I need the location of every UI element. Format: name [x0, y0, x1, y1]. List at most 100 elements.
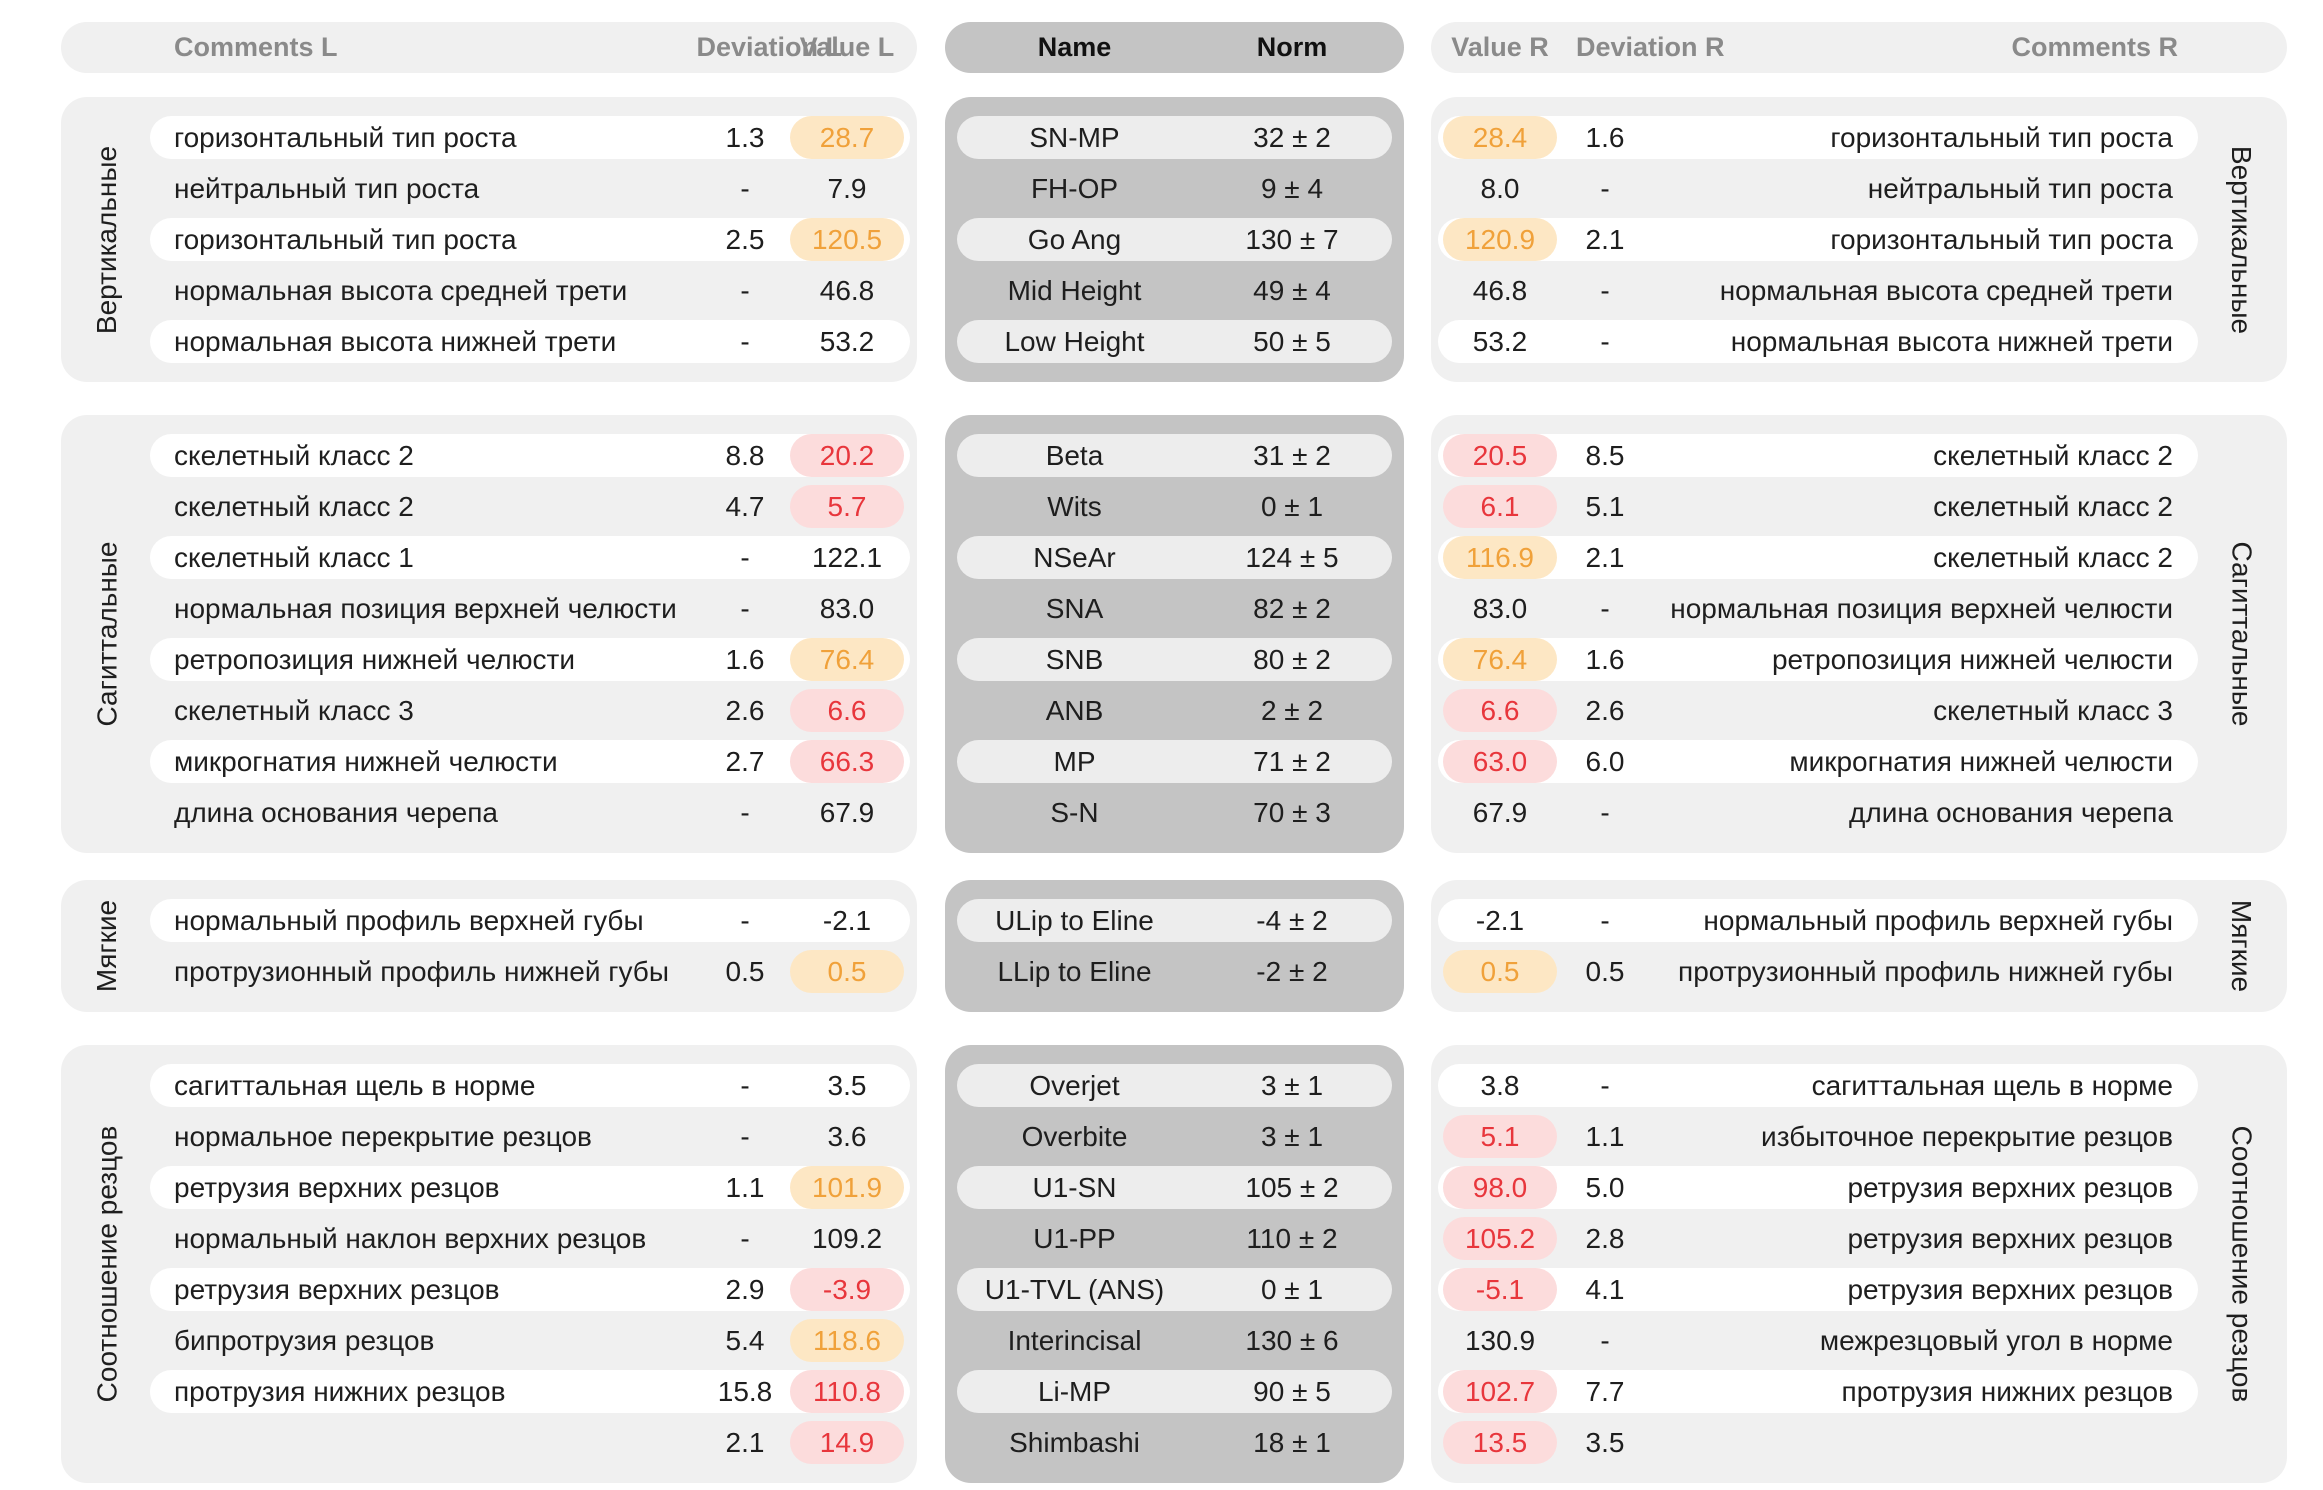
comment-left: нормальный профиль верхней губы: [174, 905, 644, 936]
row-stripe-left: [150, 638, 910, 681]
deviation-left: -: [740, 797, 750, 828]
measure-name: SN-MP: [1029, 122, 1120, 153]
deviation-right: 6.0: [1585, 746, 1625, 777]
table-row: скелетный класс 3 2.6 6.6 ANB 2 ± 2 6.6 2.6 ске…: [0, 685, 2323, 736]
table-row: нормальный наклон верхних резцов - 109.2 U1…: [0, 1213, 2323, 1264]
measure-name: SNA: [1045, 593, 1104, 624]
measure-norm: 49 ± 4: [1253, 275, 1331, 306]
header-norm: Norm: [1256, 32, 1328, 62]
header-right: Value R Deviation R Comments R: [1431, 22, 2287, 73]
comment-left: нейтральный тип роста: [174, 173, 480, 204]
status-pill-red: [790, 1268, 904, 1311]
group-1: Сагиттальные Сагиттальные скелетный класс …: [0, 415, 2323, 853]
deviation-left: 5.4: [725, 1325, 765, 1356]
deviation-left: -: [740, 326, 750, 357]
value-right: 6.6: [1480, 695, 1520, 726]
deviation-left: 1.3: [725, 122, 765, 153]
comment-left: скелетный класс 2: [174, 491, 414, 522]
deviation-left: 4.7: [725, 491, 765, 522]
measure-norm: 0 ± 1: [1260, 491, 1324, 522]
status-pill-orange: [790, 1166, 904, 1209]
value-left: 14.9: [819, 1427, 875, 1458]
deviation-right: -: [1600, 1070, 1610, 1101]
comment-right: нормальная высота нижней трети: [1730, 326, 2173, 357]
measure-norm: 2 ± 2: [1260, 695, 1324, 726]
measure-norm: 18 ± 1: [1253, 1427, 1331, 1458]
value-left: 101.9: [811, 1172, 883, 1203]
status-pill-red: [790, 1421, 904, 1464]
deviation-right: -: [1600, 593, 1610, 624]
value-right: -2.1: [1475, 905, 1525, 936]
measure-norm: 130 ± 6: [1245, 1325, 1339, 1356]
deviation-right: 2.6: [1585, 695, 1625, 726]
measure-norm: 0 ± 1: [1260, 1274, 1324, 1305]
status-pill-orange: [790, 950, 904, 993]
comment-right: микрогнатия нижней челюсти: [1789, 746, 2173, 777]
measure-name: LLip to Eline: [997, 956, 1152, 987]
deviation-right: 1.1: [1585, 1121, 1625, 1152]
row-stripe-middle: [957, 1166, 1392, 1209]
measure-norm: 70 ± 3: [1253, 797, 1331, 828]
header-name: Name: [1037, 32, 1112, 62]
value-right: 28.4: [1472, 122, 1528, 153]
status-pill-orange: [1443, 116, 1557, 159]
comment-right: нейтральный тип роста: [1867, 173, 2173, 204]
row-stripe-left: [150, 1166, 910, 1209]
deviation-right: 1.6: [1585, 644, 1625, 675]
value-left: -2.1: [822, 905, 872, 936]
value-left: 76.4: [819, 644, 875, 675]
row-stripe-middle: [957, 434, 1392, 477]
status-pill-red: [1443, 689, 1557, 732]
status-pill-red: [1443, 740, 1557, 783]
value-left: 122.1: [811, 542, 883, 573]
comment-left: скелетный класс 2: [174, 440, 414, 471]
status-pill-orange: [1443, 218, 1557, 261]
row-stripe-right: [1438, 638, 2198, 681]
comment-left: нормальная высота средней трети: [174, 275, 628, 306]
row-stripe-right: [1438, 899, 2198, 942]
value-right: 105.2: [1464, 1223, 1536, 1254]
comment-left: нормальная высота нижней трети: [174, 326, 617, 357]
value-right: 102.7: [1464, 1376, 1536, 1407]
comment-left: нормальная позиция верхней челюсти: [174, 593, 677, 624]
row-stripe-left: [150, 536, 910, 579]
comment-left: протрузионный профиль нижней губы: [174, 956, 669, 987]
measure-name: S-N: [1050, 797, 1099, 828]
deviation-left: 2.9: [725, 1274, 765, 1305]
row-stripe-left: [150, 899, 910, 942]
comment-right: сагиттальная щель в норме: [1811, 1070, 2173, 1101]
row-stripe-middle: [957, 116, 1392, 159]
comment-left: ретропозиция нижней челюсти: [174, 644, 576, 675]
value-left: 7.9: [827, 173, 867, 204]
comment-right: скелетный класс 3: [1933, 695, 2173, 726]
row-stripe-right: [1438, 1064, 2198, 1107]
deviation-left: -: [740, 593, 750, 624]
value-right: 98.0: [1472, 1172, 1528, 1203]
header-comments-l: Comments L: [174, 32, 338, 62]
status-pill-orange: [1443, 536, 1557, 579]
header-left: Comments L Deviation L Value L: [61, 22, 917, 73]
status-pill-red: [790, 689, 904, 732]
measure-norm: 3 ± 1: [1260, 1070, 1324, 1101]
row-stripe-right: [1438, 434, 2198, 477]
row-stripe-middle: [957, 536, 1392, 579]
table-row: нормальная высота нижней трети - 53.2 Low H…: [0, 316, 2323, 367]
deviation-left: -: [740, 542, 750, 573]
comment-right: скелетный класс 2: [1933, 542, 2173, 573]
deviation-right: 1.6: [1585, 122, 1625, 153]
deviation-right: 4.1: [1585, 1274, 1625, 1305]
comment-right: ретропозиция нижней челюсти: [1771, 644, 2173, 675]
comment-right: горизонтальный тип роста: [1830, 224, 2173, 255]
deviation-right: 2.1: [1585, 542, 1625, 573]
comment-left: скелетный класс 3: [174, 695, 414, 726]
row-stripe-left: [150, 1268, 910, 1311]
status-pill-orange: [790, 638, 904, 681]
value-right: 76.4: [1472, 644, 1528, 675]
deviation-left: 2.7: [725, 746, 765, 777]
comment-left: ретрузия верхних резцов: [174, 1172, 500, 1203]
deviation-left: -: [740, 1070, 750, 1101]
value-right: 67.9: [1472, 797, 1528, 828]
deviation-right: 7.7: [1585, 1376, 1625, 1407]
deviation-left: -: [740, 173, 750, 204]
value-left: 6.6: [827, 695, 867, 726]
